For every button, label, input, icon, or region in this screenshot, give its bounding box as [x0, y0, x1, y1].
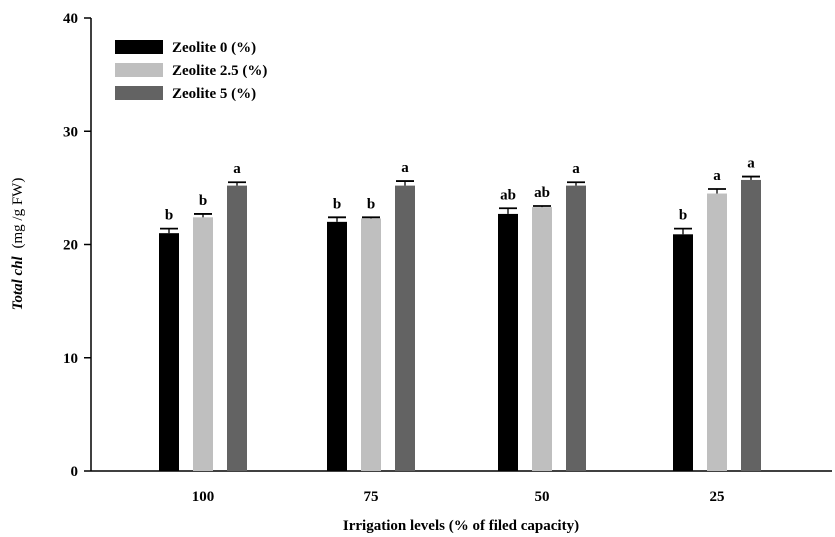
legend-swatch	[115, 40, 163, 54]
legend-swatch	[115, 86, 163, 100]
y-ticks-group: 0 10 20 30 40	[63, 11, 91, 480]
bar	[361, 218, 381, 471]
bar	[159, 233, 179, 471]
significance-letter: a	[747, 156, 755, 172]
x-axis-title: Irrigation levels (% of filed capacity)	[343, 518, 579, 534]
bar	[741, 179, 761, 471]
y-axis-title-italic: Total chl	[10, 255, 26, 310]
bars-group	[159, 179, 761, 472]
y-tick-label: 20	[63, 238, 78, 254]
y-tick-label: 30	[63, 124, 78, 140]
error-bars-group	[160, 175, 760, 235]
y-tick-label: 10	[63, 351, 78, 367]
significance-letter: ab	[500, 187, 516, 203]
legend: Zeolite 0 (%) Zeolite 2.5 (%) Zeolite 5 (%…	[115, 40, 267, 102]
bar	[707, 193, 727, 471]
legend-label: Zeolite 2.5 (%)	[172, 63, 267, 79]
y-axis-title: Total chl (mg /g FW)	[10, 178, 26, 311]
significance-letter: b	[199, 193, 207, 209]
significance-letter: a	[572, 161, 580, 177]
x-tick-label: 75	[364, 489, 379, 505]
bar	[498, 213, 518, 472]
x-tick-label: 50	[535, 489, 550, 505]
y-axis-title-rest: (mg /g FW)	[10, 178, 26, 249]
bar	[227, 185, 247, 472]
significance-letter: b	[333, 196, 341, 212]
bar	[532, 207, 552, 471]
bar	[566, 185, 586, 472]
y-tick-label: 40	[63, 11, 78, 27]
significance-letter: ab	[534, 185, 550, 201]
significance-letter: a	[233, 161, 241, 177]
legend-label: Zeolite 5 (%)	[172, 86, 256, 102]
significance-letter: a	[401, 160, 409, 176]
significance-letter: b	[165, 208, 173, 224]
bar	[395, 185, 415, 472]
x-tick-label: 100	[192, 489, 215, 505]
significance-letter: a	[713, 168, 721, 184]
x-ticks-group: 100 75 50 25	[192, 489, 725, 505]
significance-letter: b	[367, 196, 375, 212]
bar	[327, 221, 347, 471]
y-tick-label: 0	[71, 464, 79, 480]
significance-letters-group: b b ab b b b ab a a a a a	[165, 156, 755, 224]
legend-swatch	[115, 63, 163, 77]
bar	[673, 234, 693, 471]
x-tick-label: 25	[710, 489, 725, 505]
legend-label: Zeolite 0 (%)	[172, 40, 256, 56]
significance-letter: b	[679, 208, 687, 224]
bar	[193, 217, 213, 471]
